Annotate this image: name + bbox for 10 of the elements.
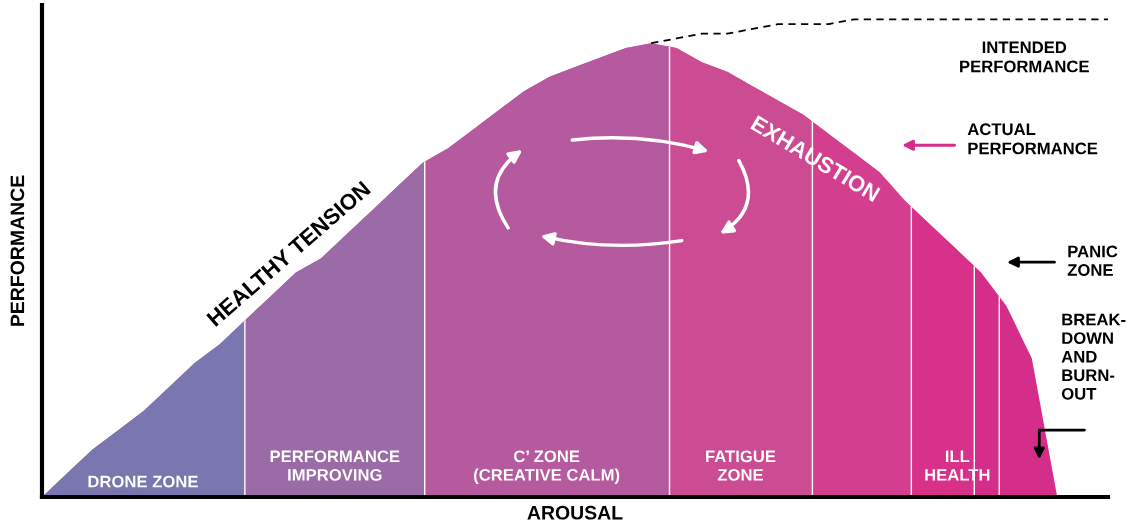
x-axis-title: AROUSAL bbox=[527, 505, 623, 520]
legend-label: ACTUAL PERFORMANCE bbox=[967, 123, 1098, 155]
annotation: C’ ZONE (CREATIVE CALM) bbox=[474, 450, 620, 485]
y-axis-title: PERFORMANCE bbox=[10, 175, 25, 326]
annotation: PERFORMANCE IMPROVING bbox=[270, 450, 400, 481]
annotation: FATIGUE ZONE bbox=[706, 450, 776, 481]
annotation: DRONE ZONE bbox=[88, 475, 198, 488]
series-label: INTENDED PERFORMANCE bbox=[960, 41, 1089, 73]
annotation: PANIC ZONE bbox=[1067, 245, 1118, 276]
annotation: BREAK- DOWN AND BURN- OUT bbox=[1061, 313, 1126, 400]
